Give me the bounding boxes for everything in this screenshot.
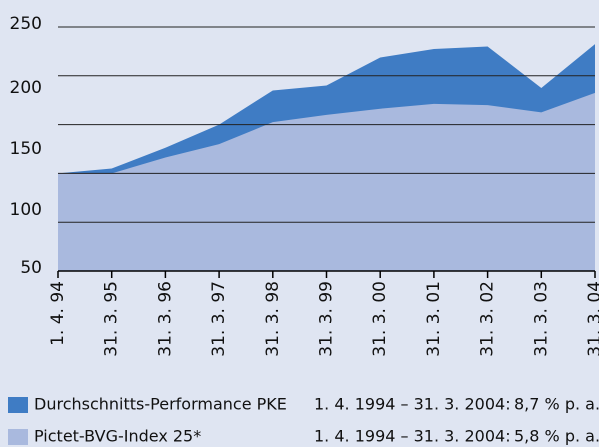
y-tick-label: 150 bbox=[10, 139, 42, 159]
y-tick-label: 50 bbox=[20, 258, 42, 278]
y-tick-label: 250 bbox=[10, 14, 42, 34]
x-tick-label: 31. 3. 02 bbox=[478, 281, 498, 357]
x-tick-label: 31. 3. 97 bbox=[209, 281, 229, 357]
x-tick-label: 31. 3. 03 bbox=[531, 281, 551, 357]
x-tick-label: 1. 4. 94 bbox=[48, 281, 68, 346]
legend-swatch bbox=[8, 397, 28, 413]
x-tick-label: 31. 3. 01 bbox=[424, 281, 444, 357]
legend-label: Pictet-BVG-Index 25* bbox=[34, 427, 201, 446]
y-tick-label: 100 bbox=[10, 200, 42, 220]
legend-period: 1. 4. 1994 – 31. 3. 2004: bbox=[314, 427, 511, 446]
area bbox=[58, 92, 595, 271]
x-tick-label: 31. 3. 04 bbox=[585, 281, 599, 357]
legend-return: 8,7 % p. a. bbox=[514, 395, 599, 414]
legend-swatch bbox=[8, 429, 28, 445]
x-tick-label: 31. 3. 98 bbox=[263, 281, 283, 357]
legend-period: 1. 4. 1994 – 31. 3. 2004: bbox=[314, 395, 511, 414]
x-tick-label: 31. 3. 00 bbox=[370, 281, 390, 357]
legend-label: Durchschnitts-Performance PKE bbox=[34, 395, 287, 414]
legend-return: 5,8 % p. a. bbox=[514, 427, 599, 446]
x-tick-label: 31. 3. 99 bbox=[317, 281, 337, 357]
x-tick-label: 31. 3. 96 bbox=[155, 281, 175, 357]
y-tick-label: 200 bbox=[10, 78, 42, 98]
x-tick-label: 31. 3. 95 bbox=[102, 281, 122, 357]
